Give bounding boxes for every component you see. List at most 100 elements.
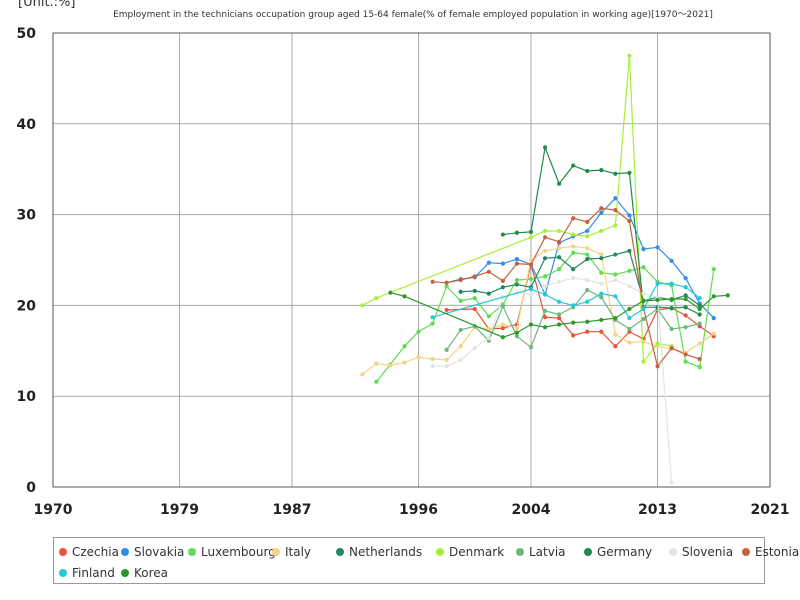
data-point-denmark [557,228,562,234]
data-point-estonia [458,277,463,283]
data-point-italy [402,360,407,365]
data-point-netherlands [585,256,590,262]
data-point-italy [360,372,365,377]
data-point-korea [571,320,576,325]
data-point-estonia [599,206,604,211]
data-point-germany [627,170,632,175]
data-point-germany [514,230,520,235]
x-tick-label: 2021 [751,502,790,518]
data-point-estonia [486,269,491,274]
data-point-korea [585,319,590,324]
data-point-finland [697,296,702,301]
data-point-estonia [528,262,534,267]
data-point-italy [585,246,590,251]
data-point-finland [655,281,660,286]
data-point-denmark [360,303,365,308]
data-point-slovenia [585,277,590,283]
data-point-slovakia [669,258,674,264]
data-point-netherlands [514,282,520,287]
data-point-italy [542,248,548,254]
data-point-denmark [655,341,660,346]
data-point-luxembourg [486,314,491,319]
data-point-estonia [444,280,449,285]
data-point-italy [514,326,520,331]
data-point-slovakia [683,276,688,281]
data-point-estonia [571,216,576,221]
series-line-estonia [432,207,700,368]
data-point-germany [585,168,590,174]
data-point-denmark [542,228,548,234]
data-point-denmark [571,232,576,237]
legend-item-slovenia[interactable]: Slovenia [669,545,733,559]
data-point-latvia [514,334,520,339]
legend-item-latvia[interactable]: Latvia [516,545,566,559]
data-point-netherlands [571,266,576,272]
data-point-finland [641,306,646,312]
legend-swatch [272,547,280,556]
data-point-korea [500,335,505,340]
data-point-estonia [514,261,520,266]
legend-swatch [436,547,444,556]
data-point-korea [402,294,407,299]
legend-item-denmark[interactable]: Denmark [436,545,504,559]
data-point-luxembourg [444,284,449,289]
data-point-slovakia [711,316,716,321]
data-point-korea [514,330,520,335]
data-point-latvia [444,347,449,352]
data-point-germany [697,312,702,317]
data-point-korea [697,306,702,312]
data-point-denmark [641,359,646,364]
data-point-slovenia [669,480,674,485]
legend-label: Netherlands [349,545,423,559]
series-line-italy [361,245,715,375]
data-point-korea [613,316,618,321]
legend-swatch [742,547,750,556]
legend-swatch [121,547,129,556]
series-line-slovenia [432,277,673,483]
legend-swatch [584,547,592,556]
data-point-italy [711,331,716,336]
x-tick-label: 1987 [273,502,312,518]
plot-frame [52,32,771,488]
y-tick-label: 50 [17,26,37,42]
data-point-luxembourg [416,329,421,334]
x-axis: 1970 1979 1987 1996 2004 2013 2021 [34,502,790,518]
y-tick-label: 40 [17,117,37,133]
legend-label: Italy [285,545,312,559]
legend-item-finland[interactable]: Finland [59,566,115,580]
data-point-latvia [683,325,688,330]
data-point-slovakia [641,247,646,252]
legend-item-italy[interactable]: Italy [272,545,311,559]
data-point-estonia [430,279,435,284]
legend-item-estonia[interactable]: Estonia [742,545,799,559]
data-point-estonia [683,352,688,357]
data-point-estonia [472,274,477,279]
data-point-luxembourg [683,359,688,364]
y-axis: 0 10 20 30 40 50 [17,26,37,496]
legend-item-luxembourg[interactable]: Luxembourg [188,545,276,559]
legend-item-czechia[interactable]: Czechia [59,545,119,559]
data-point-netherlands [500,285,505,290]
data-point-latvia [627,326,632,332]
data-point-estonia [542,235,548,240]
data-point-denmark [374,296,379,301]
legend-item-slovakia[interactable]: Slovakia [121,545,184,559]
legend-item-germany[interactable]: Germany [584,545,652,559]
data-point-latvia [641,316,646,322]
series-finland [430,281,702,321]
data-point-germany [655,305,660,310]
legend-item-netherlands[interactable]: Netherlands [336,545,422,559]
data-point-finland [430,315,435,320]
data-point-denmark [599,228,604,234]
data-point-korea [599,317,604,323]
series-denmark [360,53,674,364]
legend-swatch [336,547,344,556]
legend-item-korea[interactable]: Korea [121,566,168,580]
data-point-finland [613,294,618,299]
data-point-slovakia [599,210,604,215]
data-point-latvia [542,308,548,313]
data-point-slovenia [571,276,576,281]
data-point-czechia [472,306,477,312]
legend-label: Finland [72,566,115,580]
data-point-netherlands [557,255,562,260]
